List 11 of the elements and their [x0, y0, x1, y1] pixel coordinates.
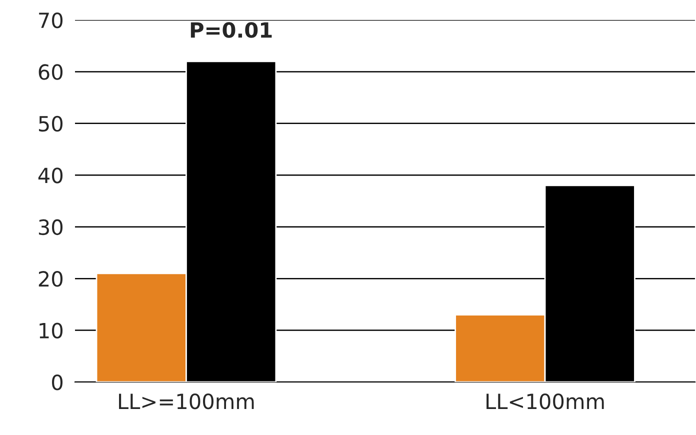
y-tick-label: 0 [52, 374, 63, 390]
x-tick-label: LL<100mm [486, 393, 604, 410]
annotation: P=0.01 [190, 22, 272, 38]
y-tick-label: 50 [38, 116, 63, 132]
y-tick-label: 30 [38, 219, 63, 236]
y-tick-label: 70 [39, 12, 63, 28]
y-tick-label: 40 [38, 168, 63, 184]
y-tick-label: 10 [40, 322, 63, 338]
x-tick-label: LL>=100mm [119, 393, 254, 410]
y-tick-label: 60 [38, 64, 63, 80]
y-tick-label: 20 [38, 271, 63, 287]
